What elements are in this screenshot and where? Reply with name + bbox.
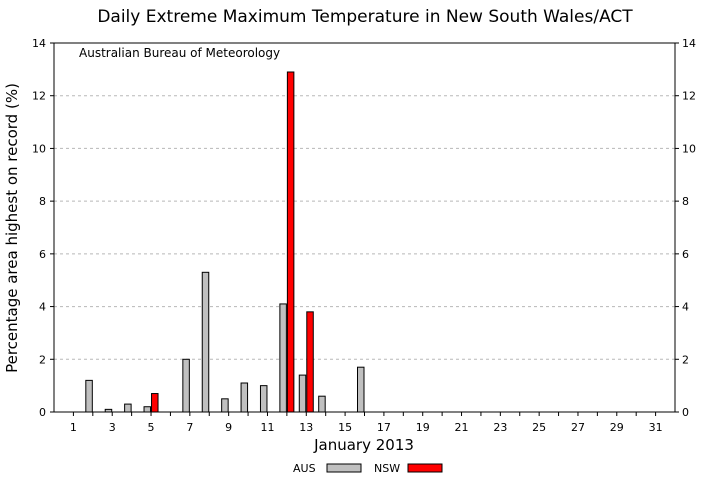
x-tick-label: 23 — [493, 421, 507, 434]
bar-aus-day-10 — [240, 382, 249, 413]
chart-title: Daily Extreme Maximum Temperature in New… — [97, 7, 633, 27]
y-tick-label-right: 2 — [682, 353, 689, 366]
bar-aus-day-16 — [357, 366, 365, 413]
y-tick-label: 4 — [39, 301, 46, 314]
x-tick-label: 21 — [455, 421, 469, 434]
y-tick-label: 6 — [39, 248, 46, 261]
x-tick-label: 25 — [532, 421, 546, 434]
y-tick-label-right: 12 — [682, 90, 696, 103]
y-tick-label-right: 14 — [682, 37, 696, 50]
bar-aus-day-12 — [279, 303, 287, 413]
y-tick-label-right: 0 — [682, 406, 689, 419]
x-tick-label: 31 — [649, 421, 663, 434]
x-tick-label: 27 — [571, 421, 585, 434]
chart-annotation: Australian Bureau of Meteorology — [79, 46, 280, 60]
legend-swatch-nsw — [407, 463, 443, 473]
legend-label-nsw: NSW — [374, 462, 400, 475]
y-tick-label: 12 — [32, 90, 46, 103]
bar-aus-day-2 — [85, 379, 93, 413]
x-tick-label: 17 — [377, 421, 391, 434]
bar-nsw-day-13 — [306, 311, 314, 413]
bar-aus-day-5 — [143, 406, 152, 413]
y-tick-label: 8 — [39, 195, 46, 208]
x-tick-label: 11 — [260, 421, 274, 434]
x-tick-label: 1 — [70, 421, 77, 434]
y-tick-label-right: 10 — [682, 142, 696, 155]
legend-swatch-aus — [326, 463, 362, 473]
bar-aus-day-13 — [298, 374, 307, 413]
x-tick-label: 19 — [416, 421, 430, 434]
bars — [85, 71, 365, 413]
bar-aus-day-4 — [124, 403, 132, 413]
y-tick-label-right: 4 — [682, 301, 689, 314]
y-axis-label: Percentage area highest on record (%) — [3, 83, 21, 373]
y-tick-label: 2 — [39, 353, 46, 366]
bar-aus-day-7 — [182, 358, 190, 413]
legend-label-aus: AUS — [293, 462, 316, 475]
legend: AUS NSW — [293, 462, 443, 475]
bar-aus-day-9 — [221, 398, 229, 413]
x-tick-label: 9 — [225, 421, 232, 434]
y-tick-label: 10 — [32, 142, 46, 155]
x-tick-label: 13 — [299, 421, 313, 434]
x-tick-label: 5 — [148, 421, 155, 434]
x-tick-label: 15 — [338, 421, 352, 434]
plot-frame — [53, 42, 676, 413]
bar-aus-day-14 — [318, 395, 326, 413]
y-tick-label: 14 — [32, 37, 46, 50]
bar-nsw-day-12 — [286, 71, 295, 413]
bar-aus-day-8 — [201, 271, 210, 413]
y-tick-label: 0 — [39, 406, 46, 419]
grid — [54, 95, 675, 360]
x-tick-label: 29 — [610, 421, 624, 434]
bar-nsw-day-5 — [151, 393, 159, 413]
x-axis-label: January 2013 — [313, 436, 414, 454]
x-tick-label: 7 — [186, 421, 193, 434]
x-tick-label: 3 — [109, 421, 116, 434]
y-tick-label-right: 6 — [682, 248, 689, 261]
y-tick-label-right: 8 — [682, 195, 689, 208]
bar-aus-day-11 — [259, 385, 268, 413]
